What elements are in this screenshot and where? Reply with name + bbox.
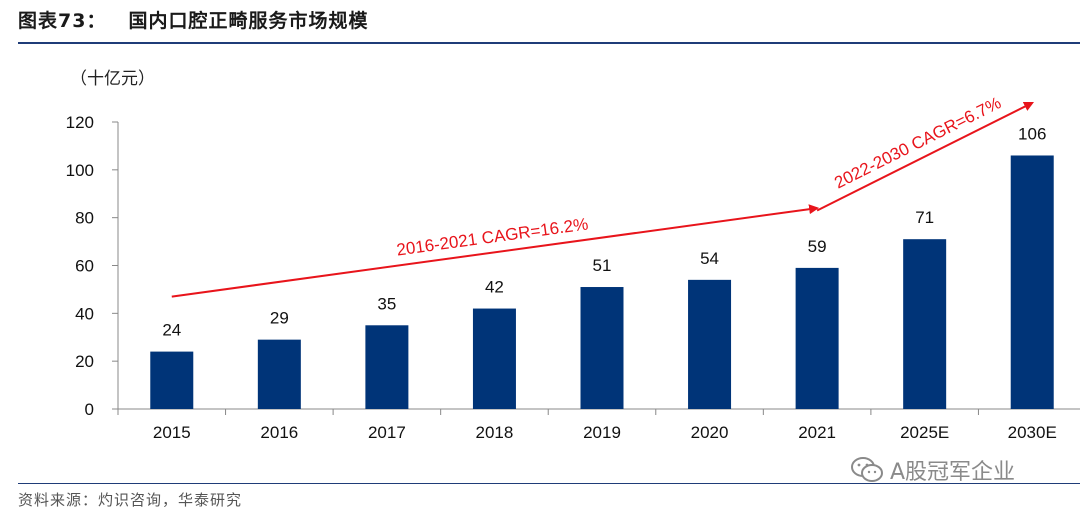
bar-value-label: 24 <box>162 321 181 340</box>
title-divider <box>18 42 1080 44</box>
bar <box>257 339 301 409</box>
bar-value-label: 35 <box>377 294 396 313</box>
wechat-icon <box>851 457 883 482</box>
figure-title: 图表73： 国内口腔正畸服务市场规模 <box>18 6 368 33</box>
x-tick-label: 2019 <box>583 423 621 442</box>
x-tick-label: 2025E <box>900 423 949 442</box>
bar-value-label: 29 <box>270 309 289 328</box>
bar-value-label: 71 <box>915 208 934 227</box>
figure-label: 图表73： <box>18 10 107 32</box>
cagr-label: 2022-2030 CAGR=6.7% <box>831 93 1004 192</box>
bar <box>472 308 516 409</box>
source-note: 资料来源：灼识咨询，华泰研究 <box>18 491 243 509</box>
figure-title-text: 国内口腔正畸服务市场规模 <box>128 10 369 32</box>
cagr-arrow <box>816 101 1035 212</box>
y-unit-label: （十亿元） <box>70 69 155 88</box>
bar-value-label: 59 <box>808 237 827 256</box>
x-tick-label: 2017 <box>368 423 406 442</box>
cagr-arrow <box>171 204 820 298</box>
bar <box>365 325 409 409</box>
y-tick-label: 0 <box>85 400 94 419</box>
y-tick-label: 100 <box>66 161 94 180</box>
watermark: A股冠军企业 <box>850 454 1015 486</box>
x-tick-label: 2021 <box>798 423 836 442</box>
source-divider <box>18 483 1080 484</box>
x-tick-label: 2018 <box>476 423 514 442</box>
bar-value-label: 42 <box>485 278 504 297</box>
bar <box>903 239 947 409</box>
x-tick-label: 2020 <box>691 423 729 442</box>
bar-value-label: 51 <box>593 256 612 275</box>
y-tick-label: 20 <box>75 352 94 371</box>
bar <box>580 287 624 409</box>
bar-value-label: 54 <box>700 249 719 268</box>
x-tick-label: 2015 <box>153 423 191 442</box>
x-tick-label: 2030E <box>1008 423 1057 442</box>
x-tick-label: 2016 <box>260 423 298 442</box>
y-tick-label: 60 <box>75 257 94 276</box>
bar <box>1010 155 1054 409</box>
watermark-text: A股冠军企业 <box>890 460 1016 485</box>
bar <box>795 267 839 409</box>
y-tick-label: 120 <box>66 113 94 132</box>
bar <box>150 351 194 409</box>
y-tick-label: 40 <box>75 304 94 323</box>
bar-value-label: 106 <box>1018 124 1046 143</box>
bar <box>688 279 732 409</box>
y-tick-label: 80 <box>75 209 94 228</box>
